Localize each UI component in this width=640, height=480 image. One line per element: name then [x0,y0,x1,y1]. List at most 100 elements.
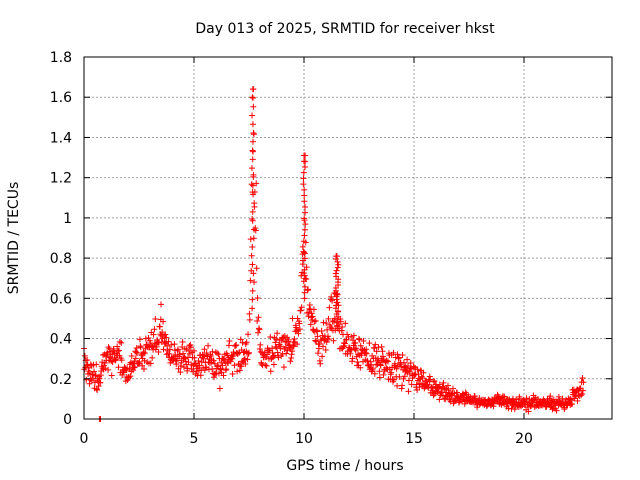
y-tick-label: 1.6 [50,90,72,106]
data-point [360,338,367,345]
data-point [153,343,160,350]
data-point [334,258,341,265]
data-point [168,341,175,348]
data-point [185,359,192,366]
data-point [131,364,138,371]
data-point [188,365,195,372]
data-point [578,392,585,399]
data-point [390,349,397,356]
data-point [295,330,302,337]
data-point [380,353,387,360]
data-point [86,380,93,387]
data-point [407,359,414,366]
data-point [139,362,146,369]
data-point [289,348,296,355]
data-point [376,374,383,381]
data-point [100,362,107,369]
data-point [147,360,154,367]
data-point [298,304,305,311]
data-point [274,330,281,337]
data-point [547,393,554,400]
data-point [325,333,332,340]
data-point [245,349,252,356]
data-point [215,351,222,358]
data-point [249,121,256,128]
data-point [301,295,308,302]
data-point [205,342,212,349]
data-point [201,346,208,353]
data-point [357,364,364,371]
data-point [238,363,245,370]
data-point [357,342,364,349]
data-point [99,359,106,366]
data-point [351,345,358,352]
data-point [370,365,377,372]
data-point [301,215,308,222]
data-point [250,173,257,180]
data-point [250,130,257,137]
data-point [210,357,217,364]
data-point [108,358,115,365]
y-tick-label: 0.6 [50,291,72,307]
data-point [115,364,122,371]
data-point [224,359,231,366]
data-point [93,361,100,368]
data-point [249,261,256,268]
data-point [366,340,373,347]
data-point [156,323,163,330]
data-point [249,182,256,189]
y-tick-label: 0.2 [50,372,72,388]
data-point [339,324,346,331]
data-point [251,279,258,286]
data-point [127,359,134,366]
data-point [334,290,341,297]
data-point [105,366,112,373]
data-point [353,345,360,352]
data-point [211,360,218,367]
data-point [145,335,152,342]
data-point [250,131,257,138]
data-point [300,181,307,188]
data-point [187,344,194,351]
data-point [249,156,256,163]
data-point [114,343,121,350]
data-point [134,349,141,356]
data-point [326,304,333,311]
data-point [141,357,148,364]
y-tick-label: 1.4 [50,130,72,146]
data-point [250,86,257,93]
data-point [358,352,365,359]
data-point [299,243,306,250]
data-point [404,362,411,369]
data-point [399,382,406,389]
data-point [579,390,586,397]
data-point [525,408,532,415]
axis-ticks [83,56,612,420]
data-point [579,387,586,394]
data-point [149,354,156,361]
data-point [311,318,318,325]
data-point [353,353,360,360]
data-point [354,358,361,365]
data-point [249,208,256,215]
data-point [396,373,403,380]
data-point [392,362,399,369]
data-point [301,226,308,233]
data-point [330,318,337,325]
data-point [294,315,301,322]
data-point [380,371,387,378]
data-point [229,355,236,362]
data-point [104,350,111,357]
y-tick-label: 1 [63,211,72,227]
data-point [471,393,478,400]
data-point [130,364,137,371]
data-point [190,347,197,354]
data-point [319,353,326,360]
data-point [427,376,434,383]
data-point [296,326,303,333]
data-point [214,350,221,357]
data-point [209,348,216,355]
data-point [159,329,166,336]
data-point [333,267,340,274]
data-point [246,316,253,323]
